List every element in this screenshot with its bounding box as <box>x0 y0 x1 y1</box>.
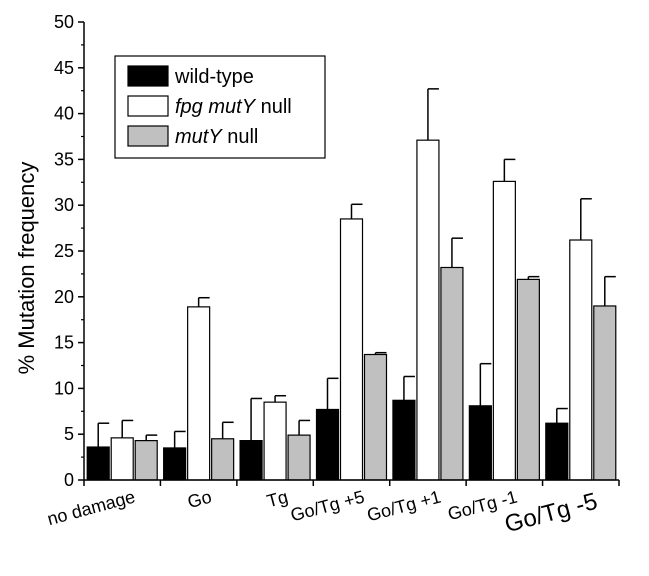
bar-1-1 <box>187 306 211 481</box>
legend-swatch-1 <box>127 95 169 117</box>
y-tick-label-4: 20 <box>54 287 74 307</box>
bar-2-6 <box>593 305 617 481</box>
x-tick-label-1: Go <box>185 487 213 513</box>
bars-layer <box>86 139 617 481</box>
legend-label-1: fpg mutY null <box>175 96 292 118</box>
error-bars-layer <box>97 88 616 448</box>
y-tick-label-5: 25 <box>54 241 74 261</box>
bar-2-0 <box>134 440 158 481</box>
legend: wild-type fpg mutY null mutY null <box>114 55 326 159</box>
bar-1-5 <box>492 180 516 481</box>
bar-2-4 <box>440 266 464 481</box>
bar-0-0 <box>86 446 110 481</box>
y-tick-label-0: 0 <box>64 470 74 490</box>
y-tick-label-6: 30 <box>54 195 74 215</box>
bar-1-3 <box>339 218 364 481</box>
bar-0-2 <box>239 440 263 481</box>
legend-swatch-0 <box>127 65 169 87</box>
y-tick-label-8: 40 <box>54 104 74 124</box>
y-tick-label-9: 45 <box>54 58 74 78</box>
bar-0-1 <box>163 447 187 481</box>
bar-2-2 <box>287 434 311 481</box>
bar-1-0 <box>110 437 134 481</box>
x-tick-label-0: no damage <box>45 487 137 530</box>
bar-0-3 <box>315 408 340 481</box>
bar-1-4 <box>416 139 440 481</box>
legend-label-0: wild-type <box>174 66 254 88</box>
y-tick-label-7: 35 <box>54 149 74 169</box>
y-tick-label-1: 5 <box>64 424 74 444</box>
bar-0-6 <box>545 422 569 481</box>
bar-1-6 <box>569 239 593 481</box>
bar-2-1 <box>211 438 235 481</box>
x-tick-label-6: Go/Tg -5 <box>502 488 600 539</box>
y-tick-label-2: 10 <box>54 378 74 398</box>
bar-0-5 <box>468 405 492 481</box>
y-tick-label-10: 50 <box>54 12 74 32</box>
x-tick-label-3: Go/Tg +5 <box>288 487 366 526</box>
bar-2-3 <box>363 353 388 481</box>
legend-swatch-2 <box>127 125 169 147</box>
x-tick-label-4: Go/Tg +1 <box>365 487 443 526</box>
y-axis-label: % Mutation frequency <box>14 162 39 375</box>
bar-0-4 <box>392 399 416 481</box>
bar-1-2 <box>263 401 287 481</box>
bar-2-5 <box>516 278 540 481</box>
legend-label-2: mutY null <box>175 126 258 148</box>
y-tick-label-3: 15 <box>54 333 74 353</box>
x-tick-label-2: Tg <box>265 487 290 512</box>
